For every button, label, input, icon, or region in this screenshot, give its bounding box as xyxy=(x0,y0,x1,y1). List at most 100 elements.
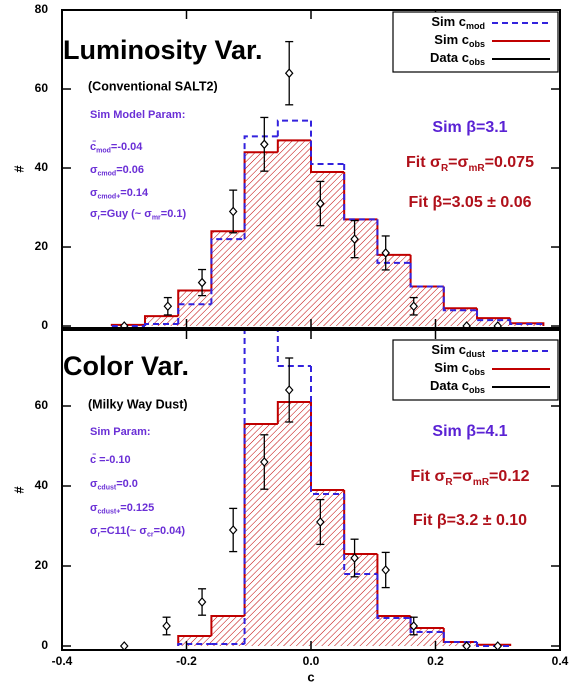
legend-label-sub: mod xyxy=(466,21,485,31)
param-line-sub: mod xyxy=(96,147,111,154)
x-tick-label: -0.2 xyxy=(176,654,197,668)
param-line-part: σ xyxy=(90,208,98,220)
annotation-part: =σ xyxy=(448,154,468,171)
data-point xyxy=(260,457,269,467)
bar-outline xyxy=(409,254,444,288)
data-point xyxy=(462,641,471,650)
annotation-part: Sim β=3.1 xyxy=(432,119,507,136)
legend-label-part: Sim c xyxy=(431,14,466,29)
bar-outline xyxy=(310,402,345,491)
dashed-step xyxy=(276,119,311,137)
data-point xyxy=(228,525,238,535)
param-line-part: =C11(~ σ xyxy=(100,525,147,537)
annotation: Fit β=3.2 ± 0.10 xyxy=(413,512,527,529)
bar xyxy=(344,219,378,327)
dashed-step xyxy=(243,135,278,240)
y-tick-label: 0 xyxy=(41,318,48,332)
data-point xyxy=(284,385,294,395)
bar-outline xyxy=(476,308,511,320)
bar xyxy=(377,254,411,327)
plot-area xyxy=(119,330,512,650)
bar xyxy=(277,140,311,327)
annotation-sub: R xyxy=(445,476,453,487)
param-line-part: =0.125 xyxy=(120,502,154,514)
data-point xyxy=(350,553,359,563)
data-point xyxy=(162,621,171,631)
param-line-part: =Guy (~ σ xyxy=(100,208,152,220)
dashed-step xyxy=(310,120,345,166)
bar-outline xyxy=(177,635,212,646)
legend-label-part: Data c xyxy=(430,50,469,65)
bar-outline xyxy=(442,286,478,310)
data-point xyxy=(381,565,390,575)
data-point xyxy=(197,597,207,607)
data-point xyxy=(350,234,359,245)
annotation: Sim β=4.1 xyxy=(432,423,507,440)
bar xyxy=(211,231,245,327)
data-point xyxy=(284,68,294,79)
param-line-part: σ xyxy=(90,164,98,176)
y-tick-label: 60 xyxy=(35,81,49,95)
legend-label: Sim cmod xyxy=(431,14,485,31)
bar-outline xyxy=(143,315,179,325)
annotation-part: Fit σ xyxy=(406,154,441,171)
param-line: σcdust+=0.125 xyxy=(90,502,154,515)
dashed-step xyxy=(276,330,311,367)
data-point xyxy=(316,198,325,209)
annotation: Fit σR=σmR=0.075 xyxy=(406,154,534,173)
param-line-sub: r xyxy=(98,214,101,221)
param-line-part: σ xyxy=(90,525,98,537)
param-line-sub: cmod+ xyxy=(98,193,121,200)
legend-label: Data cobs xyxy=(430,50,485,67)
param-line: σcmod+=0.14 xyxy=(90,187,149,200)
params-title: Sim Model Param: xyxy=(90,109,185,121)
bar-outline xyxy=(310,140,345,173)
dashed-step xyxy=(442,632,478,643)
data-point xyxy=(197,277,207,288)
annotation-part: =σ xyxy=(453,468,473,485)
legend-label: Sim cobs xyxy=(434,32,485,49)
y-tick-label: 20 xyxy=(35,558,49,572)
bar xyxy=(377,616,411,646)
annotation-sub: mR xyxy=(468,162,485,173)
x-tick-label: -0.4 xyxy=(52,654,73,668)
bar-outline xyxy=(276,139,311,153)
param-line-sub: cr xyxy=(147,531,154,538)
param-line-sub: cmod xyxy=(98,170,117,177)
bar xyxy=(178,290,212,327)
param-line-part: =0.14 xyxy=(120,187,149,199)
params-title: Sim Param: xyxy=(90,426,151,438)
bar xyxy=(410,628,444,646)
y-tick-label: 20 xyxy=(35,239,49,253)
annotation: Fit σR=σmR=0.12 xyxy=(410,468,529,487)
param-line-part: =0.1) xyxy=(161,208,187,220)
param-line: σr=Guy (~ σmr=0.1) xyxy=(90,208,186,221)
data-point xyxy=(316,517,325,527)
bar xyxy=(178,636,212,646)
dashed-step xyxy=(343,494,378,575)
bar xyxy=(477,318,511,327)
y-tick-label: 60 xyxy=(35,398,49,412)
bar xyxy=(344,554,378,646)
legend-label-part: Sim c xyxy=(434,32,469,47)
param-line-sub: mr xyxy=(152,214,161,221)
param-line-part: σ xyxy=(90,187,98,199)
param-line: σcdust=0.0 xyxy=(90,478,138,491)
x-tick-label: 0.2 xyxy=(427,654,444,668)
data-point xyxy=(228,206,238,217)
bar xyxy=(277,402,311,646)
param-line-part: c̄ =-0.10 xyxy=(90,454,131,466)
bar xyxy=(311,490,345,646)
legend-label-sub: dust xyxy=(466,349,485,359)
data-point xyxy=(493,321,503,328)
data-point xyxy=(163,301,173,312)
param-line: σcmod=0.06 xyxy=(90,164,144,177)
data-point xyxy=(119,641,129,650)
bar xyxy=(311,171,345,327)
param-line-sub: cdust xyxy=(98,484,117,491)
y-tick-label: 80 xyxy=(35,2,49,16)
panel-title: Color Var. xyxy=(63,351,189,381)
legend-label-part: Sim c xyxy=(431,342,466,357)
annotation-sub: R xyxy=(441,162,449,173)
y-tick-label: 0 xyxy=(41,638,48,652)
